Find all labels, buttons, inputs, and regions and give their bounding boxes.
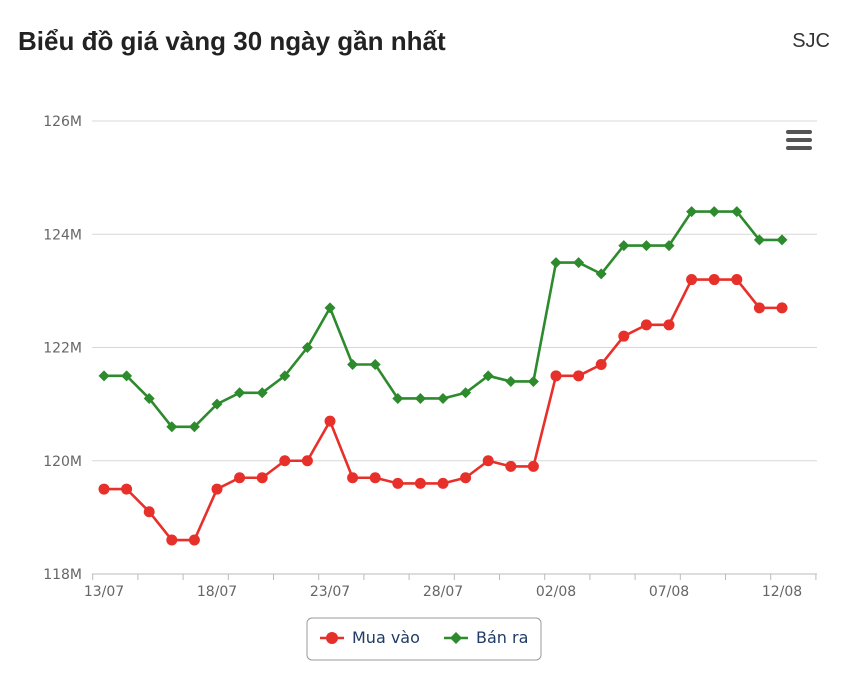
legend: Mua vào Bán ra bbox=[306, 617, 542, 661]
y-tick-label: 118M bbox=[43, 567, 82, 583]
data-point bbox=[369, 472, 381, 484]
data-point bbox=[121, 483, 133, 495]
data-point bbox=[527, 460, 539, 472]
x-tick-label: 07/08 bbox=[649, 584, 689, 600]
data-point bbox=[143, 506, 155, 518]
data-point bbox=[188, 534, 200, 546]
data-point bbox=[776, 234, 788, 246]
x-tick-label: 28/07 bbox=[423, 584, 463, 600]
data-point bbox=[505, 375, 517, 387]
data-point bbox=[98, 370, 110, 382]
data-point bbox=[573, 370, 585, 382]
legend-marker bbox=[450, 632, 462, 644]
series-line-buy bbox=[104, 278, 782, 542]
data-point bbox=[301, 455, 313, 467]
data-point bbox=[663, 240, 675, 252]
data-point bbox=[437, 477, 449, 489]
data-point bbox=[753, 302, 765, 314]
data-point bbox=[640, 240, 652, 252]
data-point bbox=[708, 274, 720, 286]
y-tick-label: 122M bbox=[43, 341, 82, 357]
data-point bbox=[482, 455, 494, 467]
data-point bbox=[234, 472, 246, 484]
x-tick-label: 13/07 bbox=[84, 584, 124, 600]
data-point bbox=[527, 375, 539, 387]
data-point bbox=[256, 472, 268, 484]
data-point bbox=[324, 415, 336, 427]
y-tick-label: 126M bbox=[43, 114, 82, 130]
data-point bbox=[731, 206, 743, 218]
data-point bbox=[166, 534, 178, 546]
data-point bbox=[414, 392, 426, 404]
x-tick-label: 12/08 bbox=[762, 584, 802, 600]
data-point bbox=[279, 455, 291, 467]
data-point bbox=[663, 319, 675, 331]
legend-label: Bán ra bbox=[476, 628, 528, 647]
data-point bbox=[505, 460, 517, 472]
data-point bbox=[188, 421, 200, 433]
data-point bbox=[482, 370, 494, 382]
data-point bbox=[143, 392, 155, 404]
data-point bbox=[618, 240, 630, 252]
data-point bbox=[460, 472, 472, 484]
data-point bbox=[686, 274, 698, 286]
data-point bbox=[121, 370, 133, 382]
legend-box bbox=[306, 617, 542, 661]
data-point bbox=[686, 206, 698, 218]
data-point bbox=[460, 387, 472, 399]
data-point bbox=[211, 398, 223, 410]
data-point bbox=[256, 387, 268, 399]
data-point bbox=[550, 257, 562, 269]
data-point bbox=[708, 206, 720, 218]
data-point bbox=[166, 421, 178, 433]
data-point bbox=[753, 234, 765, 246]
data-point bbox=[573, 257, 585, 269]
data-point bbox=[347, 358, 359, 370]
data-point bbox=[776, 302, 788, 314]
brand-label: SJC bbox=[792, 30, 830, 52]
data-point bbox=[234, 387, 246, 399]
x-tick-label: 23/07 bbox=[310, 584, 350, 600]
data-point bbox=[618, 330, 630, 342]
y-tick-label: 124M bbox=[43, 227, 82, 243]
legend-item[interactable]: Mua vào bbox=[320, 628, 420, 647]
data-point bbox=[731, 274, 743, 286]
chart-menu-icon[interactable] bbox=[780, 124, 816, 158]
y-tick-label: 120M bbox=[43, 454, 82, 470]
grid-lines bbox=[92, 120, 817, 462]
data-point bbox=[279, 370, 291, 382]
data-point bbox=[347, 472, 359, 484]
data-point bbox=[324, 302, 336, 314]
chart-title: Biểu đồ giá vàng 30 ngày gần nhất bbox=[18, 26, 446, 56]
data-point bbox=[301, 342, 313, 353]
legend-marker bbox=[326, 632, 338, 644]
data-point bbox=[98, 483, 110, 495]
data-point bbox=[392, 477, 404, 489]
data-point bbox=[392, 392, 404, 404]
legend-item[interactable]: Bán ra bbox=[444, 628, 528, 647]
series-lines bbox=[98, 206, 788, 546]
data-point bbox=[211, 483, 223, 495]
x-tick-label: 02/08 bbox=[536, 584, 576, 600]
axes: 118M 120M 122M 124M 126M 13/07 18/07 23/07 28/07… bbox=[43, 114, 817, 600]
data-point bbox=[550, 370, 562, 382]
data-point bbox=[414, 477, 426, 489]
x-tick-label: 18/07 bbox=[197, 584, 237, 600]
data-point bbox=[437, 392, 449, 404]
data-point bbox=[595, 268, 607, 280]
data-point bbox=[595, 358, 607, 370]
data-point bbox=[640, 319, 652, 331]
data-point bbox=[369, 358, 381, 370]
legend-label: Mua vào bbox=[352, 628, 420, 647]
